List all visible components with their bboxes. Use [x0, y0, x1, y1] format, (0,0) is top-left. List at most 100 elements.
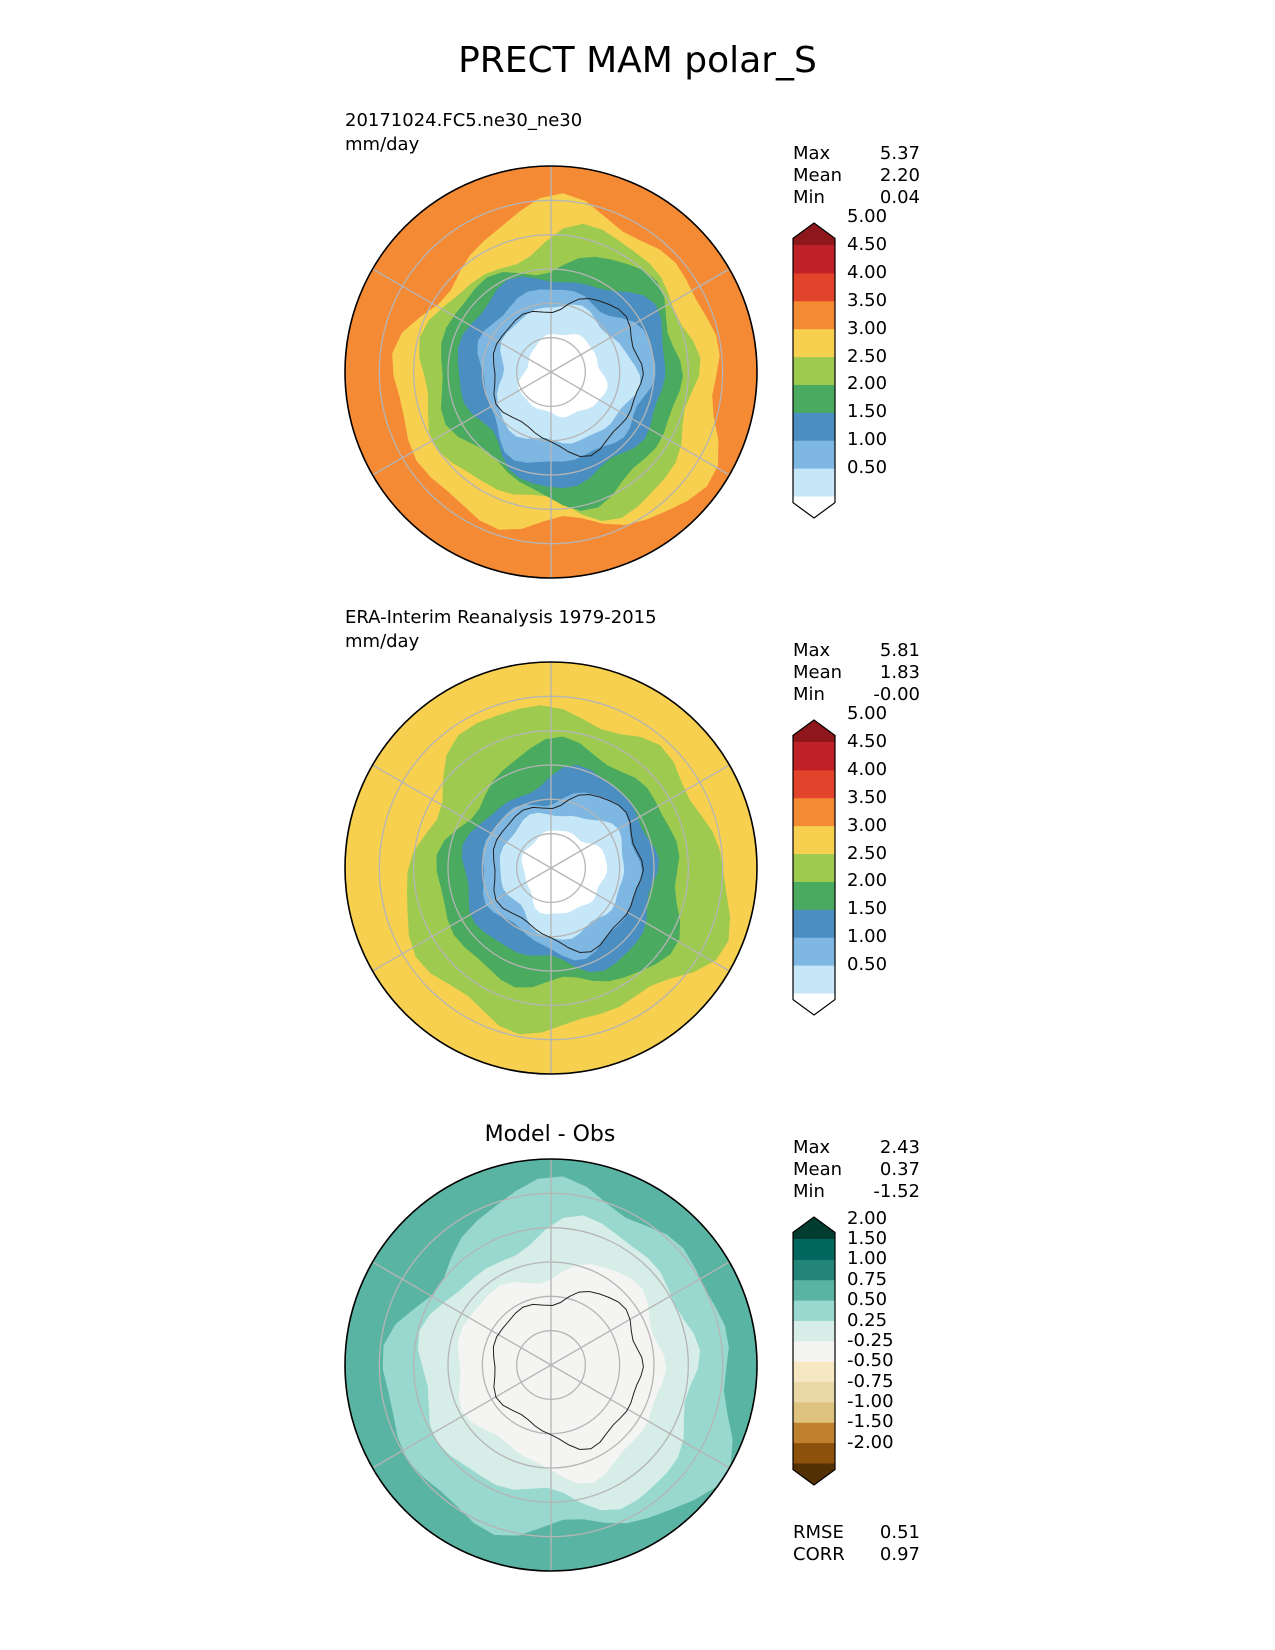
colorbar-segment [793, 937, 835, 966]
figure-title: PRECT MAM polar_S [458, 40, 817, 81]
map-border [344, 661, 758, 1075]
stat-value-max: 5.37 [879, 143, 920, 164]
colorbar-tick-label: 2.00 [847, 870, 888, 892]
colorbar-tick-label: 0.75 [847, 1268, 888, 1290]
colorbar-tick-label: -0.75 [847, 1370, 894, 1392]
colorbar-segment [793, 1442, 835, 1464]
colorbar-tick-label: -1.00 [847, 1390, 894, 1412]
colorbar-segment [793, 440, 835, 469]
colorbar-segment [793, 245, 835, 274]
colorbar-tick-label: 0.50 [847, 1289, 888, 1311]
panel-2-map [344, 661, 758, 1075]
stat-label-min: Min [793, 1181, 825, 1202]
field-band-12 [521, 830, 607, 914]
colorbar-extend-min [793, 496, 835, 518]
panel-2-units: mm/day [345, 631, 420, 652]
colorbar-segment [793, 797, 835, 827]
colorbar-segment [793, 1239, 835, 1260]
colorbar-tick-label: 1.00 [847, 429, 888, 451]
colorbar-segment [793, 853, 835, 882]
colorbar-tick-label: 0.50 [847, 457, 888, 479]
colorbar-segment [793, 412, 835, 441]
stat-label-min: Min [793, 187, 825, 208]
colorbar-segment [793, 300, 835, 330]
colorbar-tick-label: 3.50 [847, 786, 888, 808]
colorbar-tick-label: 4.50 [847, 731, 888, 752]
stat-value-mean: 0.37 [879, 1159, 920, 1180]
panel-1-colorbar [792, 222, 836, 519]
colorbar-segment [793, 1381, 835, 1403]
colorbar-tick-label: 1.50 [847, 401, 888, 423]
colorbar-segment [793, 328, 835, 358]
panel-3-title: Model - Obs [484, 1122, 616, 1147]
metric-label-corr: CORR [793, 1544, 845, 1565]
coastline [492, 297, 644, 458]
panel-2-colorbar [792, 719, 836, 1016]
stat-label-min: Min [793, 684, 825, 705]
field-band-12 [518, 333, 608, 418]
panel-3-map [344, 1158, 758, 1572]
stat-label-max: Max [793, 1137, 831, 1158]
meridian-line [550, 268, 730, 373]
coastline [492, 1290, 644, 1451]
colorbar-tick-label: 2.50 [847, 345, 888, 367]
colorbar-segment [793, 742, 835, 771]
map-border [344, 1158, 758, 1572]
colorbar-tick-label: 3.50 [847, 289, 888, 311]
meridian-line [372, 268, 552, 373]
colorbar-extend-max [793, 1217, 835, 1239]
stat-value-min: -1.52 [873, 1181, 920, 1202]
colorbar-tick-label: 3.00 [847, 317, 888, 339]
colorbar-tick-label: 4.00 [847, 261, 888, 283]
colorbar-segment [793, 1361, 835, 1383]
colorbar-tick-label: -1.50 [847, 1411, 894, 1433]
meridian-line [550, 371, 730, 476]
stat-value-max: 5.81 [879, 640, 920, 661]
panel-2-title: ERA-Interim Reanalysis 1979-2015 [345, 607, 657, 628]
colorbar-tick-label: 4.50 [847, 234, 888, 255]
colorbar-extend-max [793, 720, 835, 742]
colorbar-tick-label: -0.50 [847, 1350, 894, 1372]
colorbar-tick-label: 1.50 [847, 898, 888, 920]
colorbar-segment [793, 1279, 835, 1301]
stat-value-min: -0.00 [873, 684, 920, 705]
map-border [344, 165, 758, 579]
colorbar-segment [793, 825, 835, 855]
colorbar-outline [792, 222, 836, 519]
stat-value-max: 2.43 [879, 1137, 920, 1158]
colorbar-outline [792, 719, 836, 1016]
stat-label-max: Max [793, 143, 831, 164]
meridian-line [372, 1261, 552, 1366]
stat-value-mean: 1.83 [879, 662, 920, 683]
colorbar-tick-label: 2.00 [847, 1207, 888, 1229]
colorbar-segment [793, 881, 835, 910]
colorbar-tick-label: 3.00 [847, 814, 888, 836]
colorbar-segment [793, 272, 835, 302]
colorbar-tick-label: 1.00 [847, 926, 888, 948]
colorbar-tick-label: 4.00 [847, 758, 888, 780]
colorbar-segment [793, 1320, 835, 1342]
colorbar-tick-label: -0.25 [847, 1329, 894, 1351]
panel-1-title: 20171024.FC5.ne30_ne30 [345, 110, 583, 131]
stat-label-mean: Mean [793, 1159, 843, 1180]
colorbar-tick-label: 0.25 [847, 1309, 888, 1331]
colorbar-segment [793, 1340, 835, 1362]
colorbar-segment [793, 384, 835, 413]
metric-label-rmse: RMSE [793, 1522, 844, 1543]
panel-1-units: mm/day [345, 134, 420, 155]
colorbar-segment [793, 356, 835, 385]
stat-value-min: 0.04 [879, 187, 920, 208]
coastline [492, 793, 644, 954]
stat-label-mean: Mean [793, 165, 843, 186]
colorbar-tick-label: 1.00 [847, 1248, 888, 1270]
colorbar-segment [793, 1401, 835, 1423]
stat-label-max: Max [793, 640, 831, 661]
meridian-line [372, 764, 552, 869]
colorbar-segment [793, 909, 835, 938]
stat-label-mean: Mean [793, 662, 843, 683]
colorbar-extend-min [793, 1463, 835, 1485]
meridian-line [372, 1364, 552, 1469]
meridian-line [550, 1261, 730, 1366]
stat-value-mean: 2.20 [879, 165, 920, 186]
